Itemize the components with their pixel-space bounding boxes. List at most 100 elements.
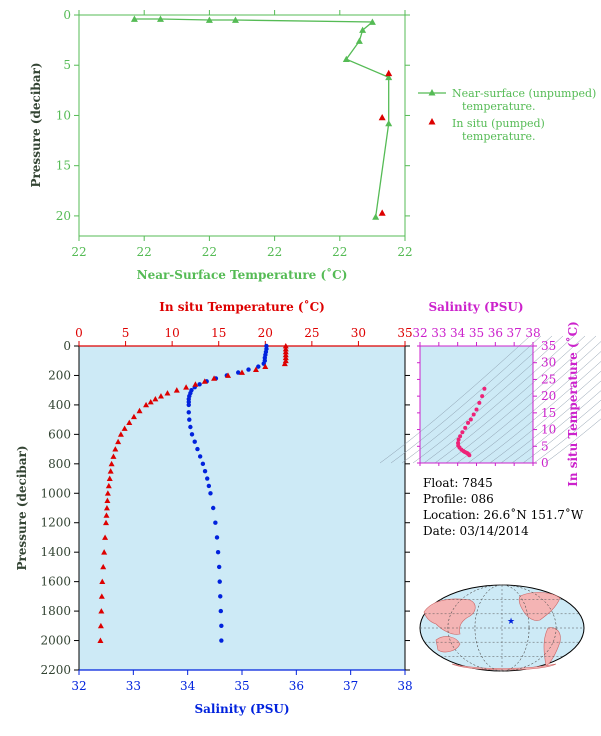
temperature-point: [282, 345, 289, 352]
salinity-point: [192, 439, 197, 444]
legend-label-unpumped-2: temperature.: [462, 100, 536, 113]
temperature-tick-label: 15: [211, 326, 226, 340]
ts-contour: [423, 335, 575, 464]
salinity-point: [205, 476, 210, 481]
legend-label-pumped-2: temperature.: [462, 130, 536, 143]
salinity-point: [215, 549, 221, 555]
salinity-tick-label: 37: [343, 679, 358, 693]
main-ylabel: Pressure (decibar): [15, 445, 29, 570]
ts-y-tick-label: 20: [541, 389, 556, 403]
ts-point: [477, 400, 482, 405]
ts-contour: [445, 335, 597, 464]
ts-y-tick-label: 15: [541, 406, 556, 420]
salinity-point: [188, 424, 193, 430]
main-y-tick-label: 600: [48, 427, 71, 441]
salinity-tick-label: 34: [180, 679, 196, 693]
temperature-point: [97, 637, 104, 643]
temperature-point: [108, 460, 115, 467]
temperature-point: [157, 393, 164, 399]
ts-point: [460, 430, 465, 435]
salinity-point: [213, 520, 218, 525]
ts-y-tick-label: 30: [541, 356, 556, 370]
ts-plot-area: [419, 345, 534, 464]
main-y-tick-label: 1000: [40, 486, 71, 500]
map-longitude: [474, 584, 530, 672]
ts-x-tick-label: 35: [469, 326, 484, 340]
ts-point: [474, 407, 479, 412]
temperature-tick-label: 20: [258, 326, 273, 340]
ts-ylabel: In situ Temperature (˚C): [565, 321, 580, 487]
top-x-tick-label: 22: [137, 245, 152, 259]
temperature-point: [105, 482, 112, 489]
temperature-point: [183, 384, 190, 390]
float-marker: ★: [507, 617, 515, 627]
top-x-tick-label: 22: [202, 245, 217, 259]
top-y-tick-label: 15: [56, 159, 71, 173]
date: Date: 03/14/2014: [423, 524, 529, 538]
ts-series: [456, 386, 487, 458]
temperature-point: [104, 497, 111, 504]
salinity-tick-label: 38: [397, 679, 412, 693]
unpumped-point: [205, 16, 213, 23]
temperature-axis-title: In situ Temperature (˚C): [159, 299, 325, 314]
main-y-tick-label: 200: [48, 368, 71, 382]
salinity-axis-title: Salinity (PSU): [194, 702, 289, 716]
temperature-point: [281, 360, 288, 367]
temperature-point: [97, 622, 104, 629]
top-ylabel: Pressure (decibar): [29, 62, 43, 187]
salinity-tick-label: 36: [289, 679, 304, 693]
map-grid: [420, 584, 584, 672]
temperature-point: [239, 369, 245, 375]
near-surface-chart: 0 5 10 15 20 22 22 22 22 22 22 Near-Surface Tempe…: [29, 8, 596, 282]
ts-y-axis: 0 5 10 15 20 25 30 35: [417, 339, 556, 470]
ts-contour: [511, 390, 601, 464]
top-x-tick-label: 22: [267, 245, 282, 259]
top-y-tick-label: 0: [63, 8, 71, 22]
temperature-point: [117, 431, 124, 437]
salinity-point: [206, 483, 212, 489]
pumped-point: [378, 209, 386, 216]
world-map: ★: [419, 584, 585, 672]
ts-point: [468, 417, 473, 422]
ts-contour: [544, 418, 601, 464]
temperature-point: [107, 468, 114, 474]
ts-x-tick-label: 36: [488, 326, 503, 340]
main-y-tick-label: 1600: [40, 575, 71, 589]
temperature-tick-label: 10: [165, 326, 180, 340]
temperature-tick-label: 25: [304, 326, 319, 340]
unpumped-point: [372, 213, 380, 220]
top-x-tick-label: 22: [397, 245, 412, 259]
salinity-point: [187, 417, 192, 422]
pumped-point: [385, 69, 393, 77]
temperature-point: [173, 387, 180, 393]
main-series: [97, 343, 289, 643]
ts-x-tick-label: 34: [450, 326, 466, 340]
temperature-point: [164, 390, 171, 396]
temperature-point: [104, 490, 111, 496]
top-xlabel: Near-Surface Temperature (˚C): [137, 267, 348, 282]
salinity-point: [256, 364, 261, 369]
temperature-point: [106, 475, 113, 481]
unpumped-point: [231, 16, 239, 23]
ts-y-tick-label: 0: [541, 456, 549, 470]
legend-marker-pumped: [428, 118, 436, 125]
top-y-tick-label: 20: [56, 209, 71, 223]
temperature-point: [225, 372, 232, 378]
top-y-tick-label: 10: [56, 108, 71, 122]
ts-x-axis: 32 33 34 35 36 37 38: [412, 326, 541, 466]
temperature-point: [110, 453, 117, 459]
main-y-tick-label: 1200: [40, 516, 71, 530]
salinity-point: [235, 370, 241, 375]
unpumped-point: [359, 26, 367, 33]
ts-contour: [456, 341, 601, 464]
float-info: Float: 7845 Profile: 086 Location: 26.6˚…: [423, 476, 583, 538]
legend-label-pumped: In situ (pumped): [452, 117, 545, 130]
salinity-point: [197, 382, 202, 387]
ts-contour: [390, 335, 542, 464]
legend-label-unpumped: Near-surface (unpumped): [452, 87, 596, 100]
temperature-axis: 0 5 10 15 20 25 30 35: [75, 326, 413, 346]
ts-y-tick-label: 10: [541, 423, 556, 437]
top-y-tick-label: 5: [63, 58, 71, 72]
